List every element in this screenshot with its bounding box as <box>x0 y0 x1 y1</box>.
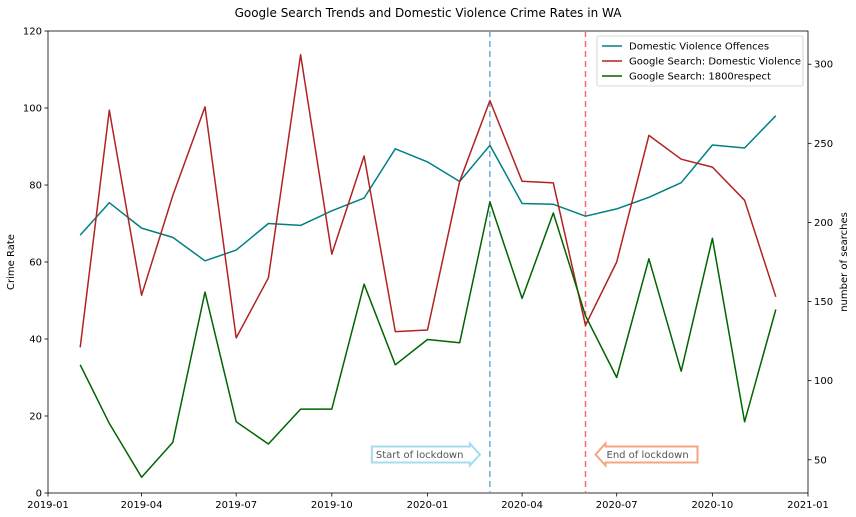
legend-entry: Domestic Violence Offences <box>629 42 769 53</box>
x-tick-label: 2019-07 <box>215 500 257 511</box>
x-tick-label: 2019-10 <box>311 500 353 511</box>
y-right-tick-label: 100 <box>814 376 833 387</box>
legend-entry: Google Search: Domestic Violence <box>629 57 801 68</box>
series-line-3 <box>79 201 777 478</box>
annotation-arrow <box>594 440 699 469</box>
y-right-tick-label: 250 <box>814 139 833 150</box>
y-right-tick-label: 200 <box>814 218 833 229</box>
x-tick-label: 2019-04 <box>121 500 163 511</box>
x-tick-label: 2020-04 <box>501 500 543 511</box>
plot-area: 2019-01 2019-04 2019-07 2019-10 2020-01 2020-… <box>23 27 833 512</box>
legend: Domestic Violence Offences Google Search:… <box>596 35 804 87</box>
annotation-label: Start of lockdown <box>376 450 464 461</box>
y-left-tick-label: 100 <box>23 104 42 115</box>
lockdown-annotations: Start of lockdown End of lockdown <box>370 440 699 469</box>
series-line-1 <box>79 115 777 262</box>
x-tick-label: 2020-07 <box>596 500 638 511</box>
y-left-tick-label: 40 <box>29 335 42 346</box>
y-left-tick-label: 80 <box>29 181 42 192</box>
y-left-tick-label: 20 <box>29 412 42 423</box>
y-right-tick-label: 300 <box>814 60 833 71</box>
y-right-tick-label: 150 <box>814 297 833 308</box>
y-axis-left-label: Crime Rate <box>6 234 17 290</box>
series-line-2 <box>79 53 777 348</box>
plot-frame <box>47 30 809 494</box>
x-tick-label: 2021-01 <box>787 500 829 511</box>
y-right-tick-label: 50 <box>814 455 827 466</box>
annotation-label: End of lockdown <box>607 450 689 461</box>
legend-box <box>596 35 804 87</box>
x-tick-label: 2020-10 <box>691 500 733 511</box>
legend-entry: Google Search: 1800respect <box>629 72 771 83</box>
y-left-tick-label: 120 <box>23 27 42 38</box>
chart-title: Google Search Trends and Domestic Violen… <box>235 6 623 20</box>
x-tick-label: 2019-01 <box>27 500 69 511</box>
series-lines <box>79 31 777 493</box>
y-left-tick-label: 60 <box>29 258 42 269</box>
y-left-tick-label: 0 <box>36 489 42 500</box>
x-tick-label: 2020-01 <box>407 500 449 511</box>
y-axis-right-label: number of searches <box>839 212 850 312</box>
annotation-arrow <box>370 440 482 469</box>
